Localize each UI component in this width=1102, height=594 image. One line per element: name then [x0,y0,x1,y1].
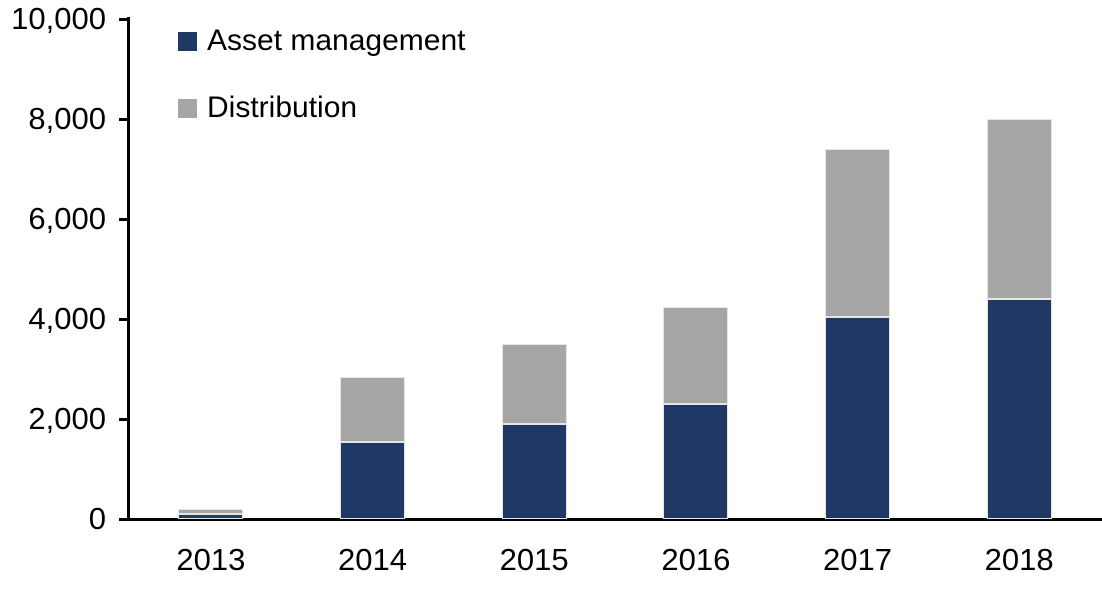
y-tick-label: 0 [88,501,106,536]
y-tick-label: 8,000 [28,101,106,136]
x-axis-label: 2016 [661,542,731,577]
bar-segment-asset-management [663,404,729,519]
legend-item-asset-management: Asset management [178,24,466,57]
bar-segment-distribution [178,509,244,514]
y-tick-label: 4,000 [28,301,106,336]
y-tick-mark [119,417,130,421]
bar-segment-distribution [825,149,890,317]
x-axis-label: 2013 [176,542,246,577]
x-axis-line [127,518,1102,521]
bar-segment-distribution [340,376,405,442]
y-tick-label: 6,000 [28,201,106,236]
bar-segment-asset-management [178,514,244,519]
x-axis-label: 2017 [823,542,892,577]
legend-label-distribution: Distribution [207,91,358,124]
bar-segment-asset-management [501,424,567,519]
x-axis-label: 2018 [984,542,1054,577]
y-tick-mark [119,117,130,121]
bar-segment-distribution [501,344,567,424]
x-axis-label: 2014 [338,542,407,577]
bar-segment-distribution [663,306,729,404]
y-tick-label: 10,000 [11,1,106,36]
bar-segment-asset-management [340,441,405,519]
bar-segment-asset-management [986,299,1052,519]
x-axis-label: 2015 [499,542,569,577]
y-tick-mark [119,17,130,21]
legend-swatch-distribution-icon [178,98,197,118]
y-tick-mark [119,317,130,321]
bar-segment-asset-management [825,316,890,519]
y-tick-label: 2,000 [28,401,106,436]
legend-swatch-asset-management-icon [178,31,197,51]
y-tick-mark [119,517,130,521]
y-tick-mark [119,217,130,221]
legend-item-distribution: Distribution [178,91,358,124]
legend-label-asset-management: Asset management [207,24,466,57]
bar-segment-distribution [986,119,1052,299]
y-axis-line [127,17,130,521]
